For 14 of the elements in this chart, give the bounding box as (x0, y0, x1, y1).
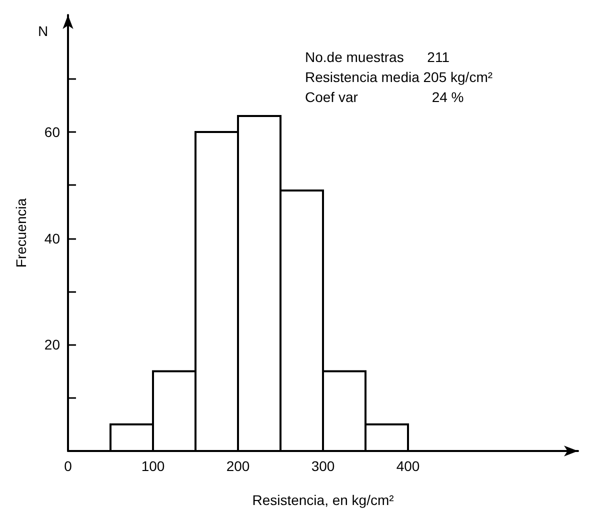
x-tick-label: 300 (311, 458, 335, 474)
x-axis-title: Resistencia, en kg/cm² (252, 492, 394, 508)
x-tick-label: 200 (226, 458, 250, 474)
annotation: Coef var 24 % (305, 89, 464, 105)
y-axis-title: Frecuencia (13, 198, 29, 268)
annotation: Resistencia media 205 kg/cm² (305, 69, 493, 85)
y-tick-label: 20 (44, 336, 60, 353)
x-tick-label: 0 (64, 458, 72, 474)
text: N (38, 23, 48, 39)
y-tick-label: 60 (44, 124, 60, 140)
y-tick-label: 40 (44, 230, 60, 246)
x-tick-label: 100 (141, 458, 165, 474)
annotation: No.de muestras 211 (305, 49, 450, 65)
x-tick-label: 400 (396, 458, 420, 474)
